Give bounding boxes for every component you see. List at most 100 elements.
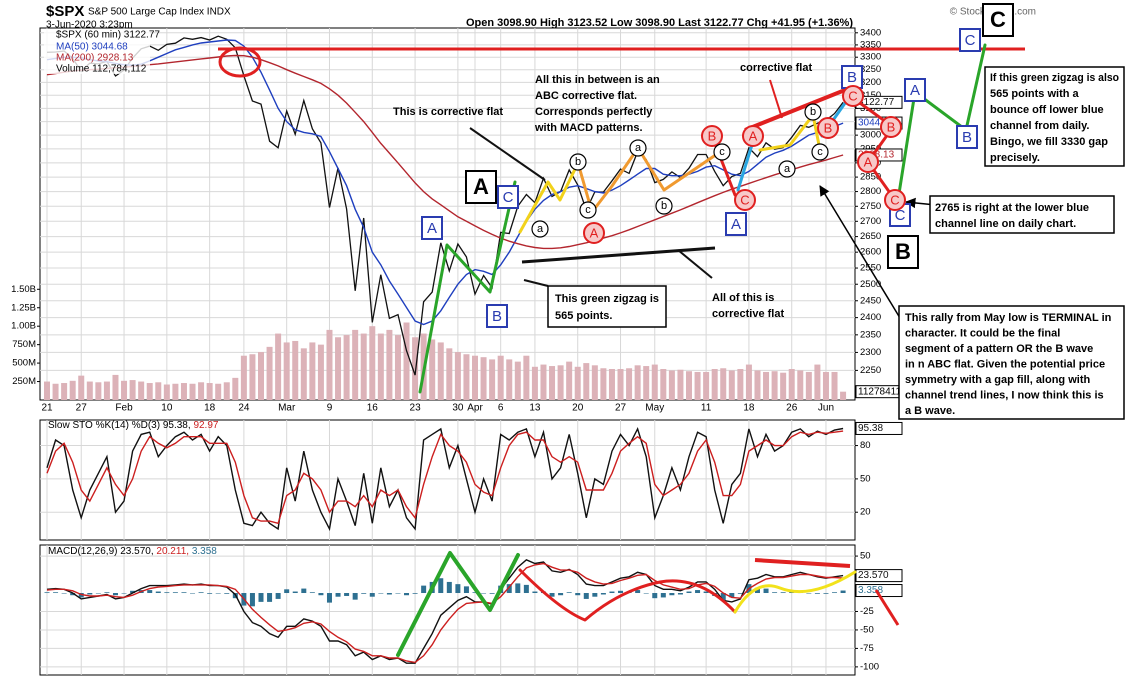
note-text: with MACD patterns.: [534, 122, 643, 134]
volume-bar: [343, 335, 350, 400]
note-text: ABC corrective flat.: [535, 90, 637, 102]
y-tick-label: 3150: [860, 90, 881, 101]
volume-bar: [771, 371, 778, 400]
histogram-bar: [814, 593, 820, 594]
y-tick-label: 2400: [860, 312, 881, 323]
y-tick-label: 3300: [860, 52, 881, 63]
volume-bar: [61, 383, 68, 400]
note-text: channel from daily.: [990, 120, 1089, 132]
volume-bar: [454, 352, 461, 400]
histogram-bar: [130, 590, 136, 594]
wave-label: C: [895, 207, 906, 224]
volume-bar: [763, 371, 770, 400]
wave-label: A: [864, 154, 873, 169]
volume-bar: [172, 383, 179, 400]
note-text: channel line on daily chart.: [935, 218, 1076, 230]
histogram-bar: [386, 593, 392, 595]
volume-bar: [788, 369, 795, 400]
yellow-wave: [518, 161, 580, 234]
volume-bar: [258, 352, 264, 400]
histogram-bar: [438, 578, 444, 594]
wave-label: c: [719, 146, 725, 158]
histogram-bar: [523, 584, 529, 594]
wave-circle: [811, 143, 829, 161]
y-tick-label: 2450: [860, 295, 881, 306]
volume-bar: [557, 365, 564, 400]
histogram-bar: [352, 593, 358, 600]
panel-frame: [39, 419, 856, 541]
panel-frame: [39, 27, 856, 401]
wave-label: C: [740, 192, 749, 207]
wave-circle: [655, 197, 673, 215]
volume-bar: [360, 333, 367, 400]
y-tick-label: 3200: [860, 77, 881, 88]
volume-bar: [822, 371, 829, 400]
volume-bar: [540, 364, 547, 400]
x-tick-label: 18: [743, 403, 755, 414]
wave-box: [982, 3, 1014, 37]
volume-bar: [309, 342, 316, 400]
wave-box: [959, 28, 981, 52]
volume-bar: [831, 371, 838, 400]
histogram-bar: [609, 591, 615, 594]
wave-circle: [817, 117, 839, 139]
volume-bar: [608, 369, 615, 400]
legend-box: [44, 29, 150, 74]
wave-label: B: [847, 69, 857, 86]
wave-box: [497, 185, 519, 209]
wave-circle: [884, 189, 906, 211]
x-tick-label: 27: [76, 403, 88, 414]
note-text: This rally from May low is TERMINAL in: [905, 312, 1112, 324]
wave-circle: [579, 201, 597, 219]
volume-bar: [206, 383, 213, 400]
histogram-bar: [840, 590, 846, 594]
hand-drawn-lines: [218, 43, 1025, 657]
histogram-bar: [729, 593, 735, 598]
y-tick-label: 3250: [860, 64, 881, 75]
legends: $SPX (60 min) 3122.77 MA(50) 3044.68 MA(…: [44, 29, 219, 557]
histogram-bar: [720, 593, 726, 601]
x-tick-label: May: [645, 403, 664, 414]
wave-circle: [701, 125, 723, 147]
wave-label: A: [473, 174, 489, 199]
volume-bar: [215, 383, 222, 400]
wave-label: A: [910, 82, 920, 99]
y-tick-label: 50: [860, 473, 871, 484]
histogram-bar: [686, 591, 692, 594]
volume-bar: [369, 326, 376, 400]
volume-bar: [677, 369, 684, 400]
x-tick-label: Feb: [115, 403, 133, 414]
histogram-bar: [549, 593, 555, 597]
x-tick-label: 27: [615, 403, 627, 414]
volume-bar: [745, 364, 752, 400]
x-tick-label: 24: [238, 403, 250, 414]
histogram-bar: [215, 593, 221, 594]
wave-circle: [778, 160, 796, 178]
flat-pointer: [469, 127, 546, 181]
x-tick-label: 20: [572, 403, 584, 414]
wave-label: C: [990, 7, 1006, 32]
b-wave-arrow: [819, 185, 901, 319]
note-box: [929, 195, 1115, 234]
histogram-bar: [164, 592, 170, 594]
histogram-bar: [309, 592, 315, 594]
wave-label: c: [585, 204, 591, 216]
histogram-bar: [249, 593, 255, 607]
x-tick-label: 30: [452, 403, 464, 414]
last-value-label-box: [855, 421, 903, 435]
yellow-wave: [758, 113, 822, 152]
histogram-bar: [806, 593, 812, 594]
x-tick-label: 11: [701, 403, 712, 414]
gap-circle: [218, 46, 262, 78]
x-tick-label: 18: [204, 403, 216, 414]
histogram-bar: [267, 593, 273, 602]
volume-bar: [300, 348, 307, 400]
histogram-bar: [583, 593, 589, 599]
volume-tick-label: 250M: [12, 376, 36, 387]
histogram-bar: [600, 593, 606, 595]
volume-bar: [472, 355, 478, 400]
volume-bar: [240, 355, 247, 400]
wave-box: [956, 125, 978, 149]
volume-bar: [651, 364, 658, 400]
